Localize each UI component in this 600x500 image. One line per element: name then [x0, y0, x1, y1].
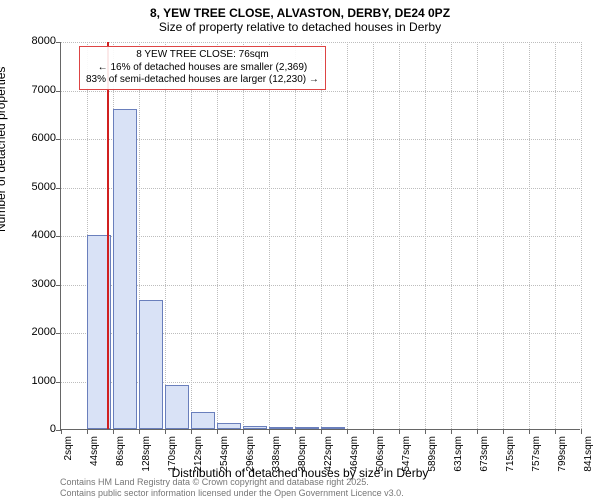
gridline-v: [191, 42, 192, 429]
x-tick: [321, 429, 322, 434]
x-tick: [529, 429, 530, 434]
y-tick-label: 5000: [6, 181, 56, 193]
annotation-line: 83% of semi-detached houses are larger (…: [86, 74, 319, 87]
x-tick-label: 212sqm: [193, 436, 204, 482]
x-tick-label: 296sqm: [245, 436, 256, 482]
x-tick-label: 464sqm: [349, 436, 360, 482]
x-tick-label: 547sqm: [401, 436, 412, 482]
x-tick-label: 128sqm: [141, 436, 152, 482]
x-tick: [61, 429, 62, 434]
y-tick-label: 2000: [6, 326, 56, 338]
x-tick: [191, 429, 192, 434]
y-tick: [56, 236, 61, 237]
histogram-bar: [321, 427, 345, 429]
x-tick-label: 422sqm: [323, 436, 334, 482]
y-tick: [56, 91, 61, 92]
x-tick-label: 2sqm: [63, 436, 74, 482]
gridline-v: [581, 42, 582, 429]
gridline-v: [529, 42, 530, 429]
chart-title: 8, YEW TREE CLOSE, ALVASTON, DERBY, DE24…: [0, 6, 600, 20]
y-tick-label: 7000: [6, 84, 56, 96]
x-tick-label: 715sqm: [505, 436, 516, 482]
histogram-bar: [269, 427, 293, 429]
y-tick: [56, 333, 61, 334]
x-tick: [347, 429, 348, 434]
x-tick-label: 841sqm: [583, 436, 594, 482]
y-tick-label: 4000: [6, 229, 56, 241]
x-tick: [451, 429, 452, 434]
x-tick: [139, 429, 140, 434]
x-tick: [477, 429, 478, 434]
histogram-bar: [295, 427, 319, 429]
histogram-bar: [243, 426, 267, 429]
x-tick: [425, 429, 426, 434]
x-tick: [113, 429, 114, 434]
x-tick: [295, 429, 296, 434]
x-tick: [555, 429, 556, 434]
annotation-box: 8 YEW TREE CLOSE: 76sqm← 16% of detached…: [79, 46, 326, 90]
x-tick: [503, 429, 504, 434]
gridline-v: [295, 42, 296, 429]
chart-subtitle: Size of property relative to detached ho…: [0, 20, 600, 34]
x-tick-label: 757sqm: [531, 436, 542, 482]
annotation-line: ← 16% of detached houses are smaller (2,…: [86, 62, 319, 75]
gridline-v: [217, 42, 218, 429]
y-tick-label: 0: [6, 423, 56, 435]
x-tick: [243, 429, 244, 434]
gridline-v: [399, 42, 400, 429]
x-tick: [87, 429, 88, 434]
x-tick: [581, 429, 582, 434]
gridline-v: [243, 42, 244, 429]
y-tick: [56, 382, 61, 383]
y-tick-label: 3000: [6, 278, 56, 290]
annotation-line: 8 YEW TREE CLOSE: 76sqm: [86, 49, 319, 62]
x-tick-label: 799sqm: [557, 436, 568, 482]
x-tick-label: 673sqm: [479, 436, 490, 482]
x-tick-label: 254sqm: [219, 436, 230, 482]
y-tick: [56, 285, 61, 286]
x-tick: [165, 429, 166, 434]
gridline-v: [477, 42, 478, 429]
gridline-v: [425, 42, 426, 429]
y-tick: [56, 188, 61, 189]
y-tick-label: 6000: [6, 132, 56, 144]
x-tick-label: 380sqm: [297, 436, 308, 482]
gridline-v: [165, 42, 166, 429]
x-tick: [269, 429, 270, 434]
x-tick-label: 170sqm: [167, 436, 178, 482]
chart-plot-area: 8 YEW TREE CLOSE: 76sqm← 16% of detached…: [60, 42, 580, 430]
histogram-bar: [191, 412, 215, 429]
x-tick-label: 86sqm: [115, 436, 126, 482]
gridline-v: [373, 42, 374, 429]
y-tick: [56, 139, 61, 140]
gridline-v: [321, 42, 322, 429]
x-tick-label: 589sqm: [427, 436, 438, 482]
x-tick: [373, 429, 374, 434]
x-tick-label: 631sqm: [453, 436, 464, 482]
histogram-bar: [113, 109, 137, 429]
x-tick-label: 44sqm: [89, 436, 100, 482]
y-tick-label: 1000: [6, 375, 56, 387]
x-tick-label: 338sqm: [271, 436, 282, 482]
property-marker-line: [107, 42, 109, 429]
gridline-v: [269, 42, 270, 429]
histogram-bar: [165, 385, 189, 429]
y-tick: [56, 42, 61, 43]
x-tick-label: 506sqm: [375, 436, 386, 482]
gridline-v: [555, 42, 556, 429]
gridline-v: [451, 42, 452, 429]
footer-line-2: Contains public sector information licen…: [60, 488, 404, 498]
x-tick: [217, 429, 218, 434]
y-tick-label: 8000: [6, 35, 56, 47]
histogram-bar: [139, 300, 163, 429]
gridline-v: [347, 42, 348, 429]
gridline-v: [503, 42, 504, 429]
histogram-bar: [217, 423, 241, 429]
x-tick: [399, 429, 400, 434]
chart-header: 8, YEW TREE CLOSE, ALVASTON, DERBY, DE24…: [0, 0, 600, 34]
